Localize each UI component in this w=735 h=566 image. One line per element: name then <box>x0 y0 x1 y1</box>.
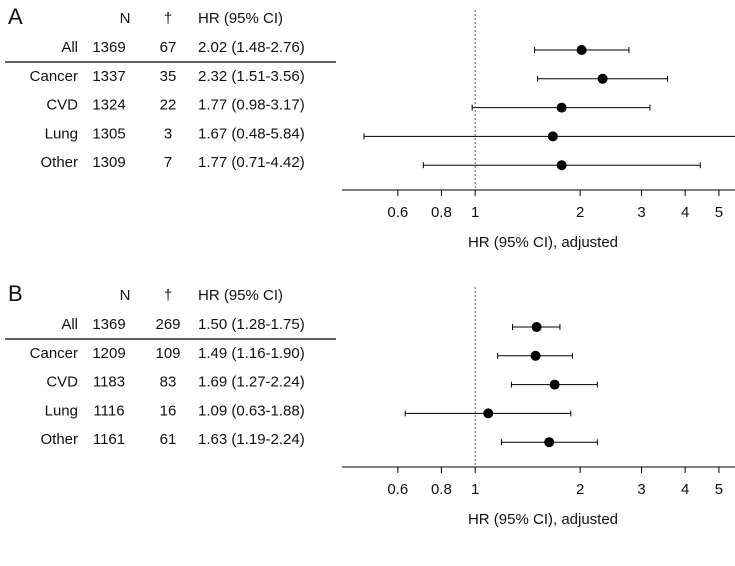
x-tick-label: 5 <box>715 481 723 498</box>
row-label: CVD <box>46 97 78 114</box>
n-value: 1116 <box>93 402 124 419</box>
point-estimate <box>547 131 558 142</box>
n-value: 1305 <box>92 125 125 142</box>
x-tick-label: 0.6 <box>387 481 408 498</box>
n-value: 1209 <box>92 345 125 362</box>
x-tick-label: 3 <box>637 481 645 498</box>
row-label: Cancer <box>30 68 78 85</box>
row-label: All <box>61 39 78 56</box>
x-tick-label: 1 <box>471 204 479 221</box>
column-header: † <box>164 10 172 27</box>
point-estimate <box>549 379 560 390</box>
event-count: 16 <box>160 402 177 419</box>
panel-label: A <box>8 4 23 29</box>
x-tick-label: 0.8 <box>431 481 452 498</box>
hr-label: 1.67 (0.48-5.84) <box>198 125 305 142</box>
event-count: 22 <box>160 97 177 114</box>
x-axis-label: HR (95% CI), adjusted <box>468 234 618 251</box>
x-tick-label: 0.8 <box>431 204 452 221</box>
hr-label: 2.32 (1.51-3.56) <box>198 68 305 85</box>
hr-label: 1.09 (0.63-1.88) <box>198 402 305 419</box>
x-tick-label: 0.6 <box>387 204 408 221</box>
point-estimate <box>556 102 567 113</box>
row-label: Lung <box>45 125 78 142</box>
event-count: 61 <box>160 431 177 448</box>
n-value: 1324 <box>92 97 125 114</box>
n-value: 1337 <box>92 68 125 85</box>
panel-label: B <box>8 281 23 306</box>
event-count: 3 <box>164 125 172 142</box>
hr-label: 1.69 (1.27-2.24) <box>198 374 305 391</box>
column-header: N <box>120 287 131 304</box>
plot-area <box>404 322 598 448</box>
hr-label: 1.63 (1.19-2.24) <box>198 431 305 448</box>
x-tick-label: 4 <box>681 481 689 498</box>
row-label: Other <box>40 431 78 448</box>
column-header: HR (95% CI) <box>198 10 283 27</box>
hr-label: 2.02 (1.48-2.76) <box>198 39 305 56</box>
point-estimate <box>576 45 587 55</box>
column-header: N <box>120 10 131 27</box>
x-tick-label: 5 <box>715 204 723 221</box>
event-count: 7 <box>164 154 172 171</box>
row-label: Other <box>40 154 78 171</box>
n-value: 1183 <box>93 374 125 391</box>
event-count: 83 <box>160 374 177 391</box>
point-estimate <box>597 73 608 84</box>
n-value: 1309 <box>92 154 125 171</box>
x-tick-label: 1 <box>471 481 479 498</box>
row-label: Lung <box>45 402 78 419</box>
point-estimate <box>530 350 541 361</box>
point-estimate <box>531 322 542 332</box>
event-count: 109 <box>155 345 180 362</box>
point-estimate <box>483 408 494 419</box>
row-label: All <box>61 316 78 333</box>
hr-label: 1.77 (0.98-3.17) <box>198 97 305 114</box>
n-value: 1369 <box>92 316 125 333</box>
x-tick-label: 4 <box>681 204 689 221</box>
x-tick-label: 2 <box>576 481 584 498</box>
x-tick-label: 2 <box>576 204 584 221</box>
event-count: 67 <box>160 39 177 56</box>
point-estimate <box>544 437 555 448</box>
hr-label: 1.77 (0.71-4.42) <box>198 154 305 171</box>
n-value: 1161 <box>93 431 125 448</box>
column-header: † <box>164 287 172 304</box>
row-label: Cancer <box>30 345 78 362</box>
n-value: 1369 <box>92 39 125 56</box>
row-label: CVD <box>46 374 78 391</box>
hr-label: 1.50 (1.28-1.75) <box>198 316 305 333</box>
x-axis-label: HR (95% CI), adjusted <box>468 511 618 528</box>
event-count: 35 <box>160 68 177 85</box>
plot-area <box>363 45 735 171</box>
column-header: HR (95% CI) <box>198 287 283 304</box>
hr-label: 1.49 (1.16-1.90) <box>198 345 305 362</box>
point-estimate <box>556 160 567 171</box>
x-tick-label: 3 <box>637 204 645 221</box>
event-count: 269 <box>155 316 180 333</box>
